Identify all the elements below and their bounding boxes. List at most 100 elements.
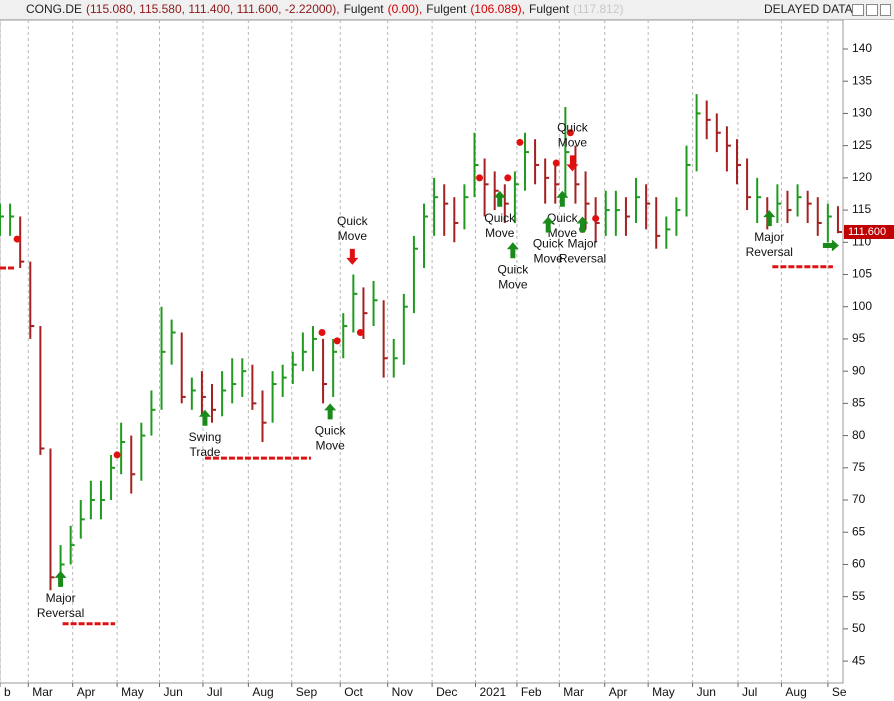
header-part: (117.812) [573, 2, 624, 16]
last-price-label: 111.600 [848, 226, 886, 238]
annotation-label: Quick [498, 262, 530, 276]
header-quote: CONG.DE (115.080, 115.580, 111.400, 111.6… [26, 0, 628, 19]
header-part: CONG.DE [26, 2, 83, 16]
annotation-label: Quick [484, 211, 516, 225]
signal-arrow [493, 190, 506, 207]
window-button[interactable] [866, 4, 878, 16]
window-button[interactable] [852, 4, 864, 16]
signal-arrow [506, 242, 519, 259]
annotation-label: Move [498, 277, 528, 291]
signal-dot [333, 337, 341, 345]
signal-arrow [566, 155, 579, 172]
y-tick-label: 75 [852, 460, 866, 474]
x-tick-label: Se [832, 685, 847, 699]
annotation-label: Move [338, 229, 368, 243]
y-tick-label: 80 [852, 428, 866, 442]
x-tick-label: Apr [609, 685, 628, 699]
x-tick-label: Aug [785, 685, 806, 699]
annotation-label: Trade [189, 445, 220, 459]
header-part: Fulgent [343, 2, 384, 16]
header-part: Fulgent [529, 2, 570, 16]
x-tick-label: Jul [742, 685, 757, 699]
signal-dot [113, 451, 121, 459]
y-tick-label: 100 [852, 299, 872, 313]
x-tick-label: Nov [392, 685, 413, 699]
signal-arrow [324, 403, 337, 420]
signal-dot [516, 138, 524, 146]
x-tick-label: Jul [207, 685, 222, 699]
signal-dot [356, 328, 364, 336]
y-tick-label: 120 [852, 170, 872, 184]
y-tick-label: 50 [852, 621, 866, 635]
annotation-label: Major [754, 230, 784, 244]
annotation-label: Major [568, 237, 598, 251]
y-tick-label: 45 [852, 653, 866, 667]
last-price-box [844, 224, 894, 239]
signal-dot [504, 174, 512, 182]
y-tick-label: 105 [852, 267, 872, 281]
status-label: DELAYED DATA [764, 2, 853, 16]
annotation-label: Swing [189, 430, 222, 444]
header-part: Fulgent [426, 2, 467, 16]
annotation-label: Major [46, 591, 76, 605]
x-tick-label: Jun [697, 685, 716, 699]
signal-arrow [198, 409, 211, 426]
y-tick-label: 85 [852, 396, 866, 410]
annotation-label: Quick [337, 214, 369, 228]
signal-arrow [763, 210, 776, 227]
annotation-label: Quick [315, 424, 347, 438]
x-tick-label: 2021 [480, 685, 507, 699]
x-tick-label: Dec [436, 685, 457, 699]
annotation-label: Quick [547, 211, 579, 225]
y-tick-label: 140 [852, 41, 872, 55]
y-tick-label: 70 [852, 492, 866, 506]
plot-area [0, 20, 844, 684]
x-tick-label: Mar [32, 685, 53, 699]
signal-dot [318, 328, 326, 336]
chart: b Mar Apr May Jun Jul Aug Sep Oct Nov Dec 2021 Feb Ma… [0, 20, 894, 699]
header-part: (115.080, 115.580, 111.400, 111.600, -2.… [86, 2, 340, 16]
annotation-label: Quick [533, 237, 565, 251]
signal-dot [592, 214, 600, 222]
y-tick-label: 95 [852, 331, 866, 345]
signal-dot [13, 235, 21, 243]
signal-dot [566, 129, 574, 137]
x-tick-label: Apr [77, 685, 96, 699]
y-tick-label: 60 [852, 557, 866, 571]
annotation-label: Move [315, 439, 345, 453]
x-tick-label: Jun [164, 685, 183, 699]
x-tick-label: Sep [296, 685, 318, 699]
signal-arrow [556, 190, 569, 207]
y-tick-label: 125 [852, 138, 872, 152]
annotation-label: Move [485, 226, 515, 240]
signal-dot [552, 159, 560, 167]
signal-arrow [54, 570, 67, 587]
header-part: (0.00), [387, 2, 423, 16]
x-tick-label: b [4, 685, 11, 699]
header-part: (106.089), [470, 2, 526, 16]
x-tick-label: Feb [521, 685, 542, 699]
x-tick-label: Oct [344, 685, 363, 699]
window-button[interactable] [880, 4, 891, 16]
signal-arrow [346, 248, 359, 265]
x-tick-label: Mar [563, 685, 584, 699]
x-tick-label: Aug [252, 685, 273, 699]
x-tick-label: May [652, 685, 675, 699]
annotation-label: Move [534, 252, 564, 266]
annotation-label: Quick [557, 121, 589, 135]
annotation-label: Move [558, 136, 588, 150]
annotation-label: Reversal [746, 245, 793, 259]
y-tick-label: 55 [852, 589, 866, 603]
annotation-label: Move [548, 226, 578, 240]
y-tick-label: 65 [852, 524, 866, 538]
annotation-label: Reversal [559, 252, 606, 266]
annotation-label: Reversal [37, 606, 84, 620]
signal-arrow [822, 239, 839, 252]
signal-arrow [542, 216, 555, 233]
x-tick-label: May [121, 685, 144, 699]
y-tick-label: 115 [852, 202, 871, 216]
signal-arrow [576, 216, 589, 233]
header-bar: CONG.DE (115.080, 115.580, 111.400, 111.6… [0, 0, 894, 20]
y-tick-label: 90 [852, 363, 866, 377]
